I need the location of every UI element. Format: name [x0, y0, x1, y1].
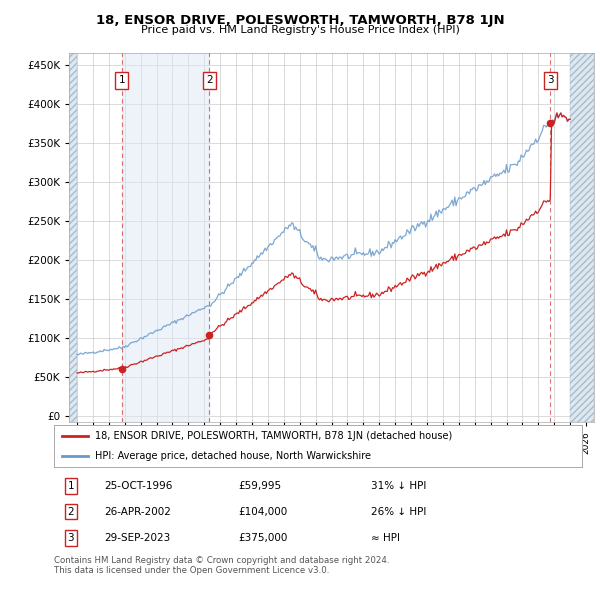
Text: 1: 1: [68, 481, 74, 491]
Text: HPI: Average price, detached house, North Warwickshire: HPI: Average price, detached house, Nort…: [95, 451, 371, 461]
Text: 26% ↓ HPI: 26% ↓ HPI: [371, 507, 426, 516]
Bar: [122, 53, 209, 422]
Text: 3: 3: [68, 533, 74, 543]
Text: 29-SEP-2023: 29-SEP-2023: [104, 533, 170, 543]
Text: 18, ENSOR DRIVE, POLESWORTH, TAMWORTH, B78 1JN (detached house): 18, ENSOR DRIVE, POLESWORTH, TAMWORTH, B…: [95, 431, 452, 441]
Text: £375,000: £375,000: [239, 533, 288, 543]
Text: ≈ HPI: ≈ HPI: [371, 533, 400, 543]
Text: £59,995: £59,995: [239, 481, 282, 491]
Text: 25-OCT-1996: 25-OCT-1996: [104, 481, 173, 491]
Text: 18, ENSOR DRIVE, POLESWORTH, TAMWORTH, B78 1JN: 18, ENSOR DRIVE, POLESWORTH, TAMWORTH, B…: [95, 14, 505, 27]
Text: Contains HM Land Registry data © Crown copyright and database right 2024.
This d: Contains HM Land Registry data © Crown c…: [54, 556, 389, 575]
Bar: [69, 53, 77, 422]
Text: 2: 2: [68, 507, 74, 516]
Text: 1: 1: [119, 76, 125, 86]
Text: £104,000: £104,000: [239, 507, 288, 516]
Text: 2: 2: [206, 76, 212, 86]
Text: 31% ↓ HPI: 31% ↓ HPI: [371, 481, 426, 491]
Text: 26-APR-2002: 26-APR-2002: [104, 507, 171, 516]
Bar: [570, 53, 594, 422]
Text: Price paid vs. HM Land Registry's House Price Index (HPI): Price paid vs. HM Land Registry's House …: [140, 25, 460, 35]
Text: 3: 3: [547, 76, 554, 86]
